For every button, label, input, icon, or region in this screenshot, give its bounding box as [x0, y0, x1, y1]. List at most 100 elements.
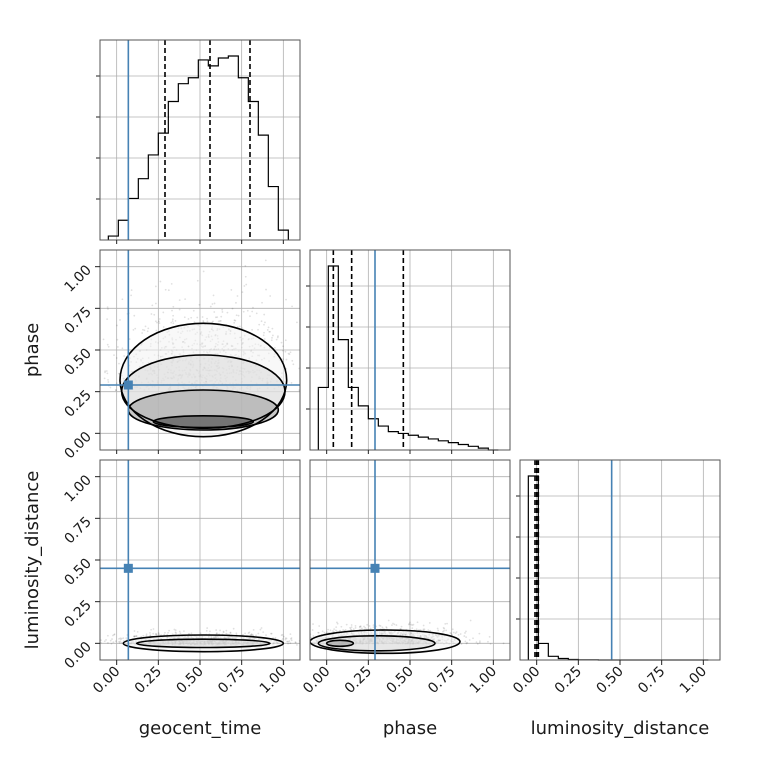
sample-point	[229, 631, 232, 634]
sample-point	[133, 635, 135, 638]
sample-point	[143, 329, 146, 332]
sample-point	[326, 631, 328, 633]
sample-point	[164, 288, 167, 291]
sample-point	[372, 626, 375, 629]
sample-point	[158, 633, 161, 636]
sample-point	[284, 339, 287, 342]
sample-point	[342, 629, 345, 631]
sample-point	[451, 628, 454, 631]
sample-point	[350, 626, 353, 629]
sample-point	[171, 633, 174, 636]
contour-line	[122, 634, 285, 653]
sample-point	[284, 350, 287, 353]
sample-point	[106, 634, 109, 637]
x-tick-label: 0.25	[552, 664, 585, 697]
sample-point	[443, 629, 445, 632]
sample-point	[359, 625, 361, 628]
sample-point	[133, 635, 136, 638]
sample-point	[372, 624, 375, 627]
sample-point	[155, 632, 158, 635]
sample-point	[303, 643, 305, 645]
sample-point	[305, 378, 307, 380]
sample-point	[360, 627, 363, 630]
density-fill	[318, 635, 435, 651]
sample-point	[149, 634, 152, 637]
sample-point	[465, 642, 468, 645]
sample-point	[119, 319, 121, 321]
sample-point	[301, 304, 303, 306]
sample-point	[135, 635, 138, 638]
y-tick-label: 0.25	[61, 387, 94, 420]
sample-point	[354, 627, 357, 629]
sample-point	[294, 641, 297, 644]
sample-point	[155, 633, 158, 636]
sample-point	[329, 629, 332, 632]
sample-point	[131, 207, 133, 209]
truth-marker	[370, 563, 380, 573]
sample-point	[280, 634, 283, 637]
sample-point	[229, 632, 232, 634]
sample-point	[211, 303, 214, 305]
sample-point	[118, 642, 121, 644]
sample-point	[408, 621, 411, 624]
sample-point	[125, 637, 128, 640]
sample-point	[201, 316, 204, 318]
sample-point	[145, 633, 148, 636]
sample-point	[113, 633, 116, 636]
sample-point	[230, 289, 233, 291]
sample-point	[199, 632, 202, 635]
sample-point	[162, 326, 165, 328]
sample-point	[106, 306, 109, 309]
sample-point	[330, 359, 332, 361]
sample-point	[310, 354, 312, 356]
sample-point	[304, 642, 306, 644]
contour-line	[317, 635, 436, 652]
sample-point	[235, 314, 238, 317]
sample-point	[450, 632, 453, 635]
sample-point	[305, 362, 307, 364]
sample-point	[222, 631, 225, 634]
sample-point	[488, 635, 491, 638]
x-tick-label: 0.50	[173, 664, 206, 697]
sample-point	[257, 632, 260, 635]
sample-point	[257, 328, 259, 331]
sample-point	[154, 302, 157, 305]
sample-point	[449, 631, 452, 634]
sample-point	[248, 631, 251, 634]
sample-point	[140, 635, 143, 638]
sample-point	[437, 629, 440, 632]
sample-point	[154, 633, 157, 636]
sample-point	[475, 641, 478, 644]
sample-point	[335, 630, 338, 633]
sample-point	[345, 623, 348, 626]
sample-point	[282, 345, 284, 348]
sample-point	[379, 625, 382, 627]
y-tick-label: 0.25	[61, 597, 94, 630]
sample-point	[271, 334, 274, 337]
sample-point	[366, 623, 369, 626]
sample-point	[335, 626, 338, 628]
sample-point	[244, 632, 247, 635]
sample-point	[85, 341, 87, 343]
sample-point	[166, 633, 169, 636]
sample-point	[269, 330, 271, 333]
sample-point	[301, 641, 303, 643]
sample-point	[393, 623, 396, 626]
sample-point	[159, 280, 162, 283]
sample-point	[262, 631, 265, 634]
sample-point	[151, 304, 154, 307]
sample-point	[317, 631, 320, 634]
sample-point	[133, 635, 136, 638]
sample-point	[17, 370, 19, 372]
sample-point	[118, 640, 120, 643]
sample-point	[142, 328, 144, 331]
sample-point	[250, 633, 253, 636]
sample-point	[119, 638, 122, 641]
sample-point	[261, 301, 263, 304]
sample-point	[236, 295, 239, 297]
sample-point	[263, 338, 266, 340]
sample-point	[213, 302, 216, 305]
sample-point	[215, 632, 218, 635]
sample-point	[294, 641, 297, 644]
sample-point	[187, 318, 190, 320]
